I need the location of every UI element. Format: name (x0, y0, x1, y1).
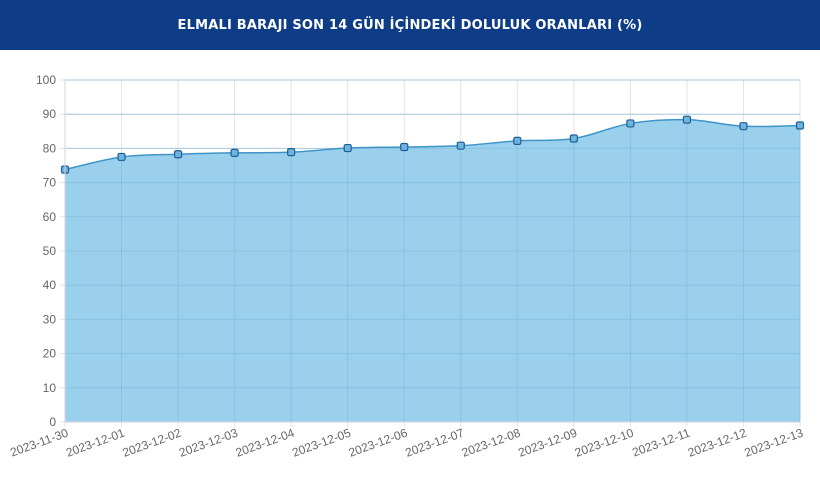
data-point[interactable] (343, 143, 352, 153)
x-tick-label: 2023-12-13 (743, 426, 806, 460)
y-axis: 0 10 20 30 40 50 60 70 80 90 100 (36, 73, 66, 429)
data-point[interactable] (513, 136, 522, 145)
data-point[interactable] (795, 121, 805, 130)
data-point[interactable] (287, 148, 296, 157)
y-tick-label: 20 (43, 347, 57, 361)
chart-container: 0 10 20 30 40 50 60 70 80 90 100 2023-11-30 2023-12… (0, 50, 820, 480)
data-point[interactable] (400, 142, 409, 152)
points-layer (60, 115, 805, 174)
x-tick-label: 2023-12-10 (573, 426, 636, 460)
y-tick-label: 80 (43, 141, 57, 155)
data-point[interactable] (682, 115, 692, 124)
data-point[interactable] (626, 119, 635, 128)
x-tick-label: 2023-12-06 (347, 426, 410, 460)
y-tick-label: 10 (43, 381, 57, 395)
data-point[interactable] (230, 148, 239, 157)
y-tick-label: 70 (43, 176, 57, 190)
x-axis: 2023-11-302023-12-012023-12-022023-12-03… (8, 421, 806, 460)
x-tick-label: 2023-12-12 (686, 426, 749, 460)
area-layer (64, 79, 801, 423)
header-bar: ELMALI BARAJI SON 14 GÜN İÇİNDEKİ DOLULU… (0, 0, 820, 50)
y-tick-label: 0 (49, 415, 56, 429)
x-tick-label: 2023-12-01 (64, 426, 127, 460)
chart-title: ELMALI BARAJI SON 14 GÜN İÇİNDEKİ DOLULU… (177, 17, 643, 33)
data-point[interactable] (456, 141, 465, 150)
data-point[interactable] (117, 152, 126, 162)
x-tick-label: 2023-12-02 (121, 426, 184, 460)
data-point[interactable] (569, 134, 578, 143)
y-tick-label: 60 (43, 210, 57, 224)
x-tick-label: 2023-12-08 (460, 426, 523, 460)
y-tick-label: 50 (43, 244, 57, 258)
data-point[interactable] (173, 150, 183, 159)
y-tick-label: 90 (43, 107, 57, 121)
series-line (64, 118, 801, 171)
y-tick-label: 30 (43, 312, 57, 326)
x-tick-label: 2023-12-03 (177, 426, 240, 460)
series-area-fill (65, 119, 800, 422)
x-tick-label: 2023-11-30 (8, 426, 70, 460)
data-point[interactable] (739, 122, 748, 131)
y-tick-label: 40 (43, 278, 57, 292)
x-tick-label: 2023-12-05 (290, 426, 353, 460)
x-tick-label: 2023-12-04 (234, 426, 297, 460)
x-tick-label: 2023-12-11 (630, 426, 692, 460)
x-tick-label: 2023-12-09 (516, 426, 579, 460)
x-tick-label: 2023-12-07 (403, 426, 466, 460)
y-tick-label: 100 (36, 73, 56, 87)
